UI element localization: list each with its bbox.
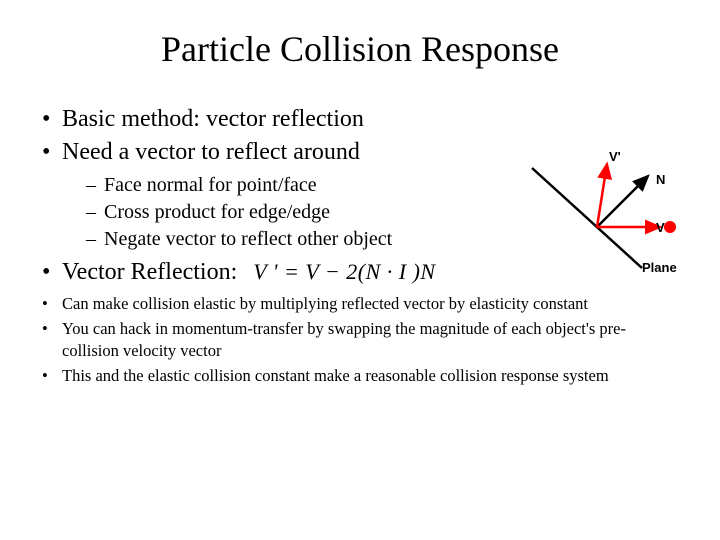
bullet-6: This and the elastic collision constant … xyxy=(40,365,680,387)
label-v: V xyxy=(656,220,665,235)
particle-dot xyxy=(664,221,676,233)
bullet-2-text: Need a vector to reflect around xyxy=(62,139,360,165)
slide-title: Particle Collision Response xyxy=(40,28,680,70)
bullet-1: Basic method: vector reflection xyxy=(40,104,680,135)
reflection-diagram: V' N V Plane xyxy=(522,150,692,280)
bullet-3-text: Vector Reflection: xyxy=(62,259,237,285)
reflection-formula: V ' = V − 2(N · I )N xyxy=(253,259,435,284)
plane-line xyxy=(532,168,642,268)
bullet-list-small: Can make collision elastic by multiplyin… xyxy=(40,293,680,388)
bullet-4: Can make collision elastic by multiplyin… xyxy=(40,293,680,315)
label-n: N xyxy=(656,172,665,187)
label-vprime: V' xyxy=(609,150,621,164)
label-plane: Plane xyxy=(642,260,677,275)
bullet-5: You can hack in momentum-transfer by swa… xyxy=(40,318,680,363)
